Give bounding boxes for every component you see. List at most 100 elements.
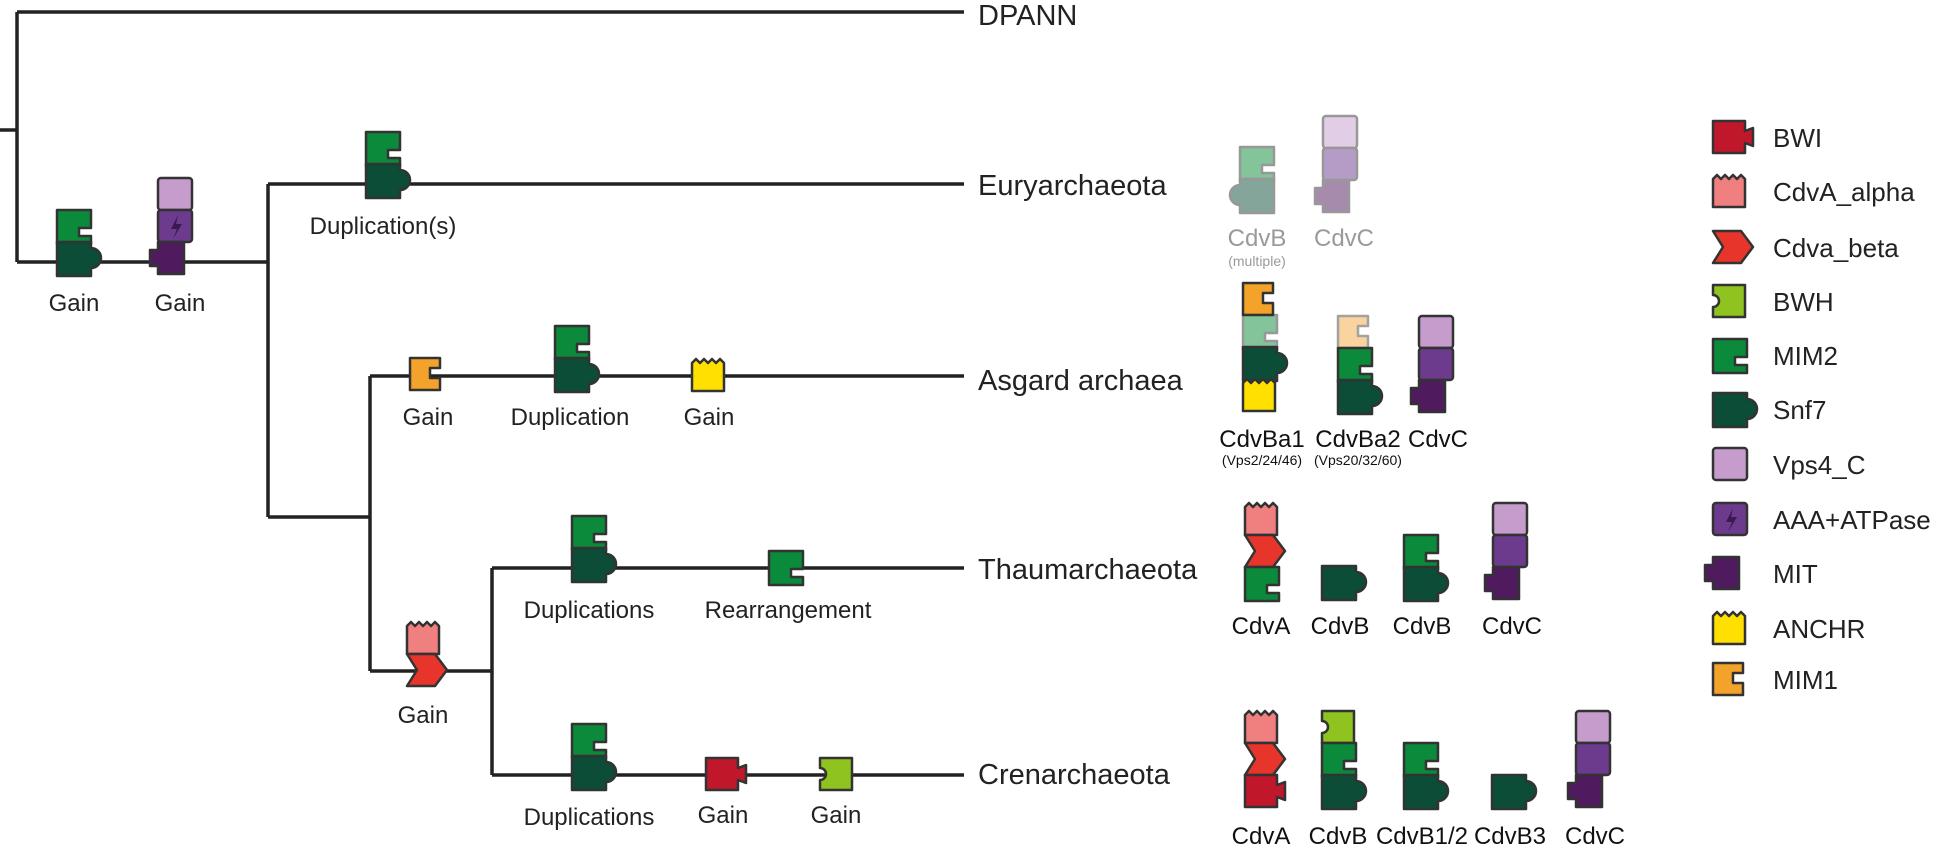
taxon-thaumarchaeota: Thaumarchaeota	[978, 554, 1198, 586]
thaum-cdva-glyph	[1243, 501, 1287, 603]
mit-icon	[1313, 178, 1351, 214]
aaa-atpase-icon	[1574, 741, 1612, 777]
thaum-cdvb-glyph	[1320, 564, 1368, 602]
asgard-protein-cdvba1-sub: (Vps2/24/46)	[1222, 452, 1302, 468]
legend-label: MIM1	[1773, 665, 1838, 695]
taxon-labels: DPANN Euryarchaeota Asgard archaea Thaum…	[978, 0, 1198, 791]
eury-protein-cdvb-sub: (multiple)	[1228, 253, 1286, 269]
aaa-atpase-icon	[1321, 146, 1359, 182]
eury-proteins	[1228, 114, 1359, 215]
event-cren-gain-bwi	[704, 756, 748, 792]
snf7-icon	[1241, 345, 1289, 383]
event-label: Gain	[155, 290, 206, 317]
legend-item-anchr: ANCHR	[1711, 610, 1865, 646]
event-label: Gain	[698, 802, 749, 829]
mim1-icon	[1241, 281, 1275, 317]
mim2-icon	[767, 549, 805, 587]
taxon-dpann: DPANN	[978, 0, 1077, 32]
legend: BWI CdvA_alpha Cdva_beta BWH MIM2 Snf7 V…	[1703, 119, 1931, 697]
event-label: Rearrangement	[705, 597, 872, 624]
legend-item-cdva-beta: Cdva_beta	[1711, 229, 1899, 265]
asgard-protein-cdvc: CdvC	[1408, 426, 1468, 453]
eury-protein-cdvc: CdvC	[1314, 225, 1374, 252]
protein-architectures: CdvB (multiple) CdvC CdvBa1 (Vps2/24	[1219, 114, 1625, 850]
mim2-icon	[1243, 565, 1281, 603]
vps4c-domain-icon	[1711, 446, 1749, 482]
thaum-cdvc-glyph	[1483, 501, 1529, 601]
snf7-icon	[1336, 378, 1384, 416]
event-thaum-rearrangement	[767, 549, 805, 587]
mim2-icon	[570, 722, 608, 760]
legend-label: AAA+ATPase	[1773, 505, 1931, 535]
snf7-icon	[1402, 773, 1450, 811]
snf7-icon	[1228, 177, 1276, 215]
cren-protein-cdva: CdvA	[1232, 823, 1291, 850]
asgard-cdvc-glyph	[1409, 314, 1455, 414]
snf7-icon	[364, 162, 412, 200]
tree-branches	[0, 10, 964, 777]
mit-icon	[1483, 565, 1521, 601]
event-label: Duplications	[524, 804, 655, 831]
lightning-icon	[171, 215, 182, 239]
legend-label: CdvA_alpha	[1773, 177, 1915, 207]
taxon-euryarchaeota: Euryarchaeota	[978, 170, 1167, 202]
mim2-icon	[1336, 346, 1374, 384]
cdva-beta-icon	[1243, 533, 1287, 569]
mim1-icon	[408, 356, 442, 392]
event-label: Gain	[684, 404, 735, 431]
thaum-protein-cdvc: CdvC	[1482, 613, 1542, 640]
snf7-icon	[55, 240, 103, 278]
legend-item-bwi: BWI	[1711, 119, 1822, 155]
mim2-icon	[1241, 313, 1279, 351]
cren-cdvb12-glyph	[1402, 741, 1450, 811]
legend-item-mim2: MIM2	[1711, 337, 1838, 375]
eury-cdvb-glyph	[1228, 145, 1276, 215]
bwh-icon	[1320, 709, 1356, 745]
event-cren-gain-bwh	[818, 756, 854, 792]
legend-label: MIT	[1773, 559, 1818, 589]
event-asgard-duplication	[553, 324, 601, 394]
event-cren-duplications	[570, 722, 618, 792]
legend-label: Snf7	[1773, 395, 1827, 425]
mim1-domain-icon	[1711, 661, 1745, 697]
anchr-icon	[690, 357, 726, 393]
event-root-gain-cdvb	[55, 208, 103, 278]
asgard-cdvba1-glyph	[1241, 281, 1289, 413]
bwh-domain-icon	[1711, 283, 1747, 319]
event-label: Gain	[811, 802, 862, 829]
legend-item-aaa-atpase: AAA+ATPase	[1711, 501, 1931, 537]
event-tacko-gain-cdva	[405, 620, 449, 688]
snf7-icon	[1402, 565, 1450, 603]
cdva-beta-icon	[1243, 741, 1287, 777]
mit-domain-icon	[1703, 555, 1741, 591]
event-eury-duplication	[364, 130, 412, 200]
event-label: Gain	[403, 404, 454, 431]
taxon-crenarchaeota: Crenarchaeota	[978, 759, 1171, 791]
thaum-proteins	[1243, 501, 1529, 603]
event-label: Duplication	[511, 404, 630, 431]
cren-proteins	[1243, 709, 1612, 811]
event-label: Duplication(s)	[310, 213, 457, 240]
snf7-icon	[570, 546, 618, 584]
thaum-protein-cdvb-2: CdvB	[1393, 613, 1452, 640]
mim2-icon	[1402, 741, 1440, 779]
event-label: Gain	[49, 290, 100, 317]
event-thaum-duplications	[570, 514, 618, 584]
lightning-icon	[1726, 508, 1737, 532]
mit-icon	[1409, 378, 1447, 414]
mim2-icon	[364, 130, 402, 168]
eury-cdvc-glyph	[1313, 114, 1359, 214]
bwh-icon	[818, 756, 854, 792]
cdva-alpha-icon	[1243, 709, 1279, 745]
snf7-icon	[553, 356, 601, 394]
event-root-gain-cdvc	[148, 176, 194, 276]
snf7-icon	[570, 754, 618, 792]
snf7-domain-icon	[1711, 391, 1759, 429]
legend-label: Vps4_C	[1773, 450, 1866, 480]
taxon-asgard: Asgard archaea	[978, 365, 1184, 397]
event-label: Gain	[398, 702, 449, 729]
cren-protein-cdvb: CdvB	[1309, 823, 1368, 850]
legend-label: BWH	[1773, 287, 1834, 317]
snf7-icon	[1320, 773, 1368, 811]
